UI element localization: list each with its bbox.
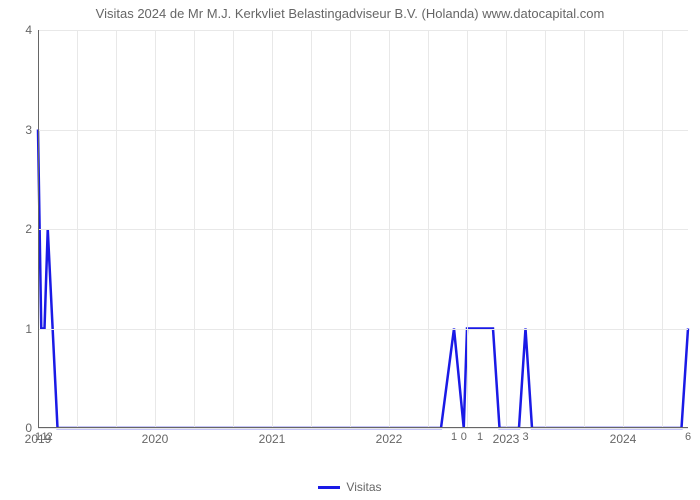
gridline-v-minor xyxy=(428,30,429,428)
value-label: 1 xyxy=(477,431,483,443)
gridline-h xyxy=(38,428,688,429)
x-tick-label: 2024 xyxy=(610,432,637,446)
gridline-v-minor xyxy=(77,30,78,428)
gridline-v xyxy=(506,30,507,428)
gridline-v xyxy=(272,30,273,428)
gridline-v-minor xyxy=(545,30,546,428)
gridline-v xyxy=(389,30,390,428)
value-label: 1 xyxy=(35,431,41,443)
value-label: 6 xyxy=(685,431,691,443)
gridline-v-minor xyxy=(233,30,234,428)
y-axis-line xyxy=(38,30,39,428)
plot-area: 0123420192020202120222023202411210136 xyxy=(38,30,688,428)
gridline-v-minor xyxy=(116,30,117,428)
value-label: 3 xyxy=(522,431,528,443)
gridline-v-minor xyxy=(584,30,585,428)
y-tick-label: 4 xyxy=(25,23,32,37)
gridline-h xyxy=(38,130,688,131)
chart-title: Visitas 2024 de Mr M.J. Kerkvliet Belast… xyxy=(0,6,700,21)
gridline-v xyxy=(155,30,156,428)
gridline-v xyxy=(623,30,624,428)
y-tick-label: 3 xyxy=(25,123,32,137)
gridline-v-minor xyxy=(350,30,351,428)
gridline-h xyxy=(38,229,688,230)
x-axis-line xyxy=(38,427,688,428)
y-tick-label: 1 xyxy=(25,322,32,336)
gridline-h xyxy=(38,30,688,31)
legend-label: Visitas xyxy=(346,480,381,494)
gridline-v-minor xyxy=(467,30,468,428)
legend: Visitas xyxy=(0,480,700,494)
value-label: 1 xyxy=(451,431,457,443)
gridline-v-minor xyxy=(662,30,663,428)
x-tick-label: 2021 xyxy=(259,432,286,446)
gridline-v-minor xyxy=(311,30,312,428)
legend-swatch xyxy=(318,486,340,489)
gridline-h xyxy=(38,329,688,330)
y-tick-label: 2 xyxy=(25,222,32,236)
x-tick-label: 2020 xyxy=(142,432,169,446)
x-tick-label: 2023 xyxy=(493,432,520,446)
x-tick-label: 2022 xyxy=(376,432,403,446)
gridline-v-minor xyxy=(194,30,195,428)
value-label: 2 xyxy=(47,431,53,443)
value-label: 0 xyxy=(461,431,467,443)
